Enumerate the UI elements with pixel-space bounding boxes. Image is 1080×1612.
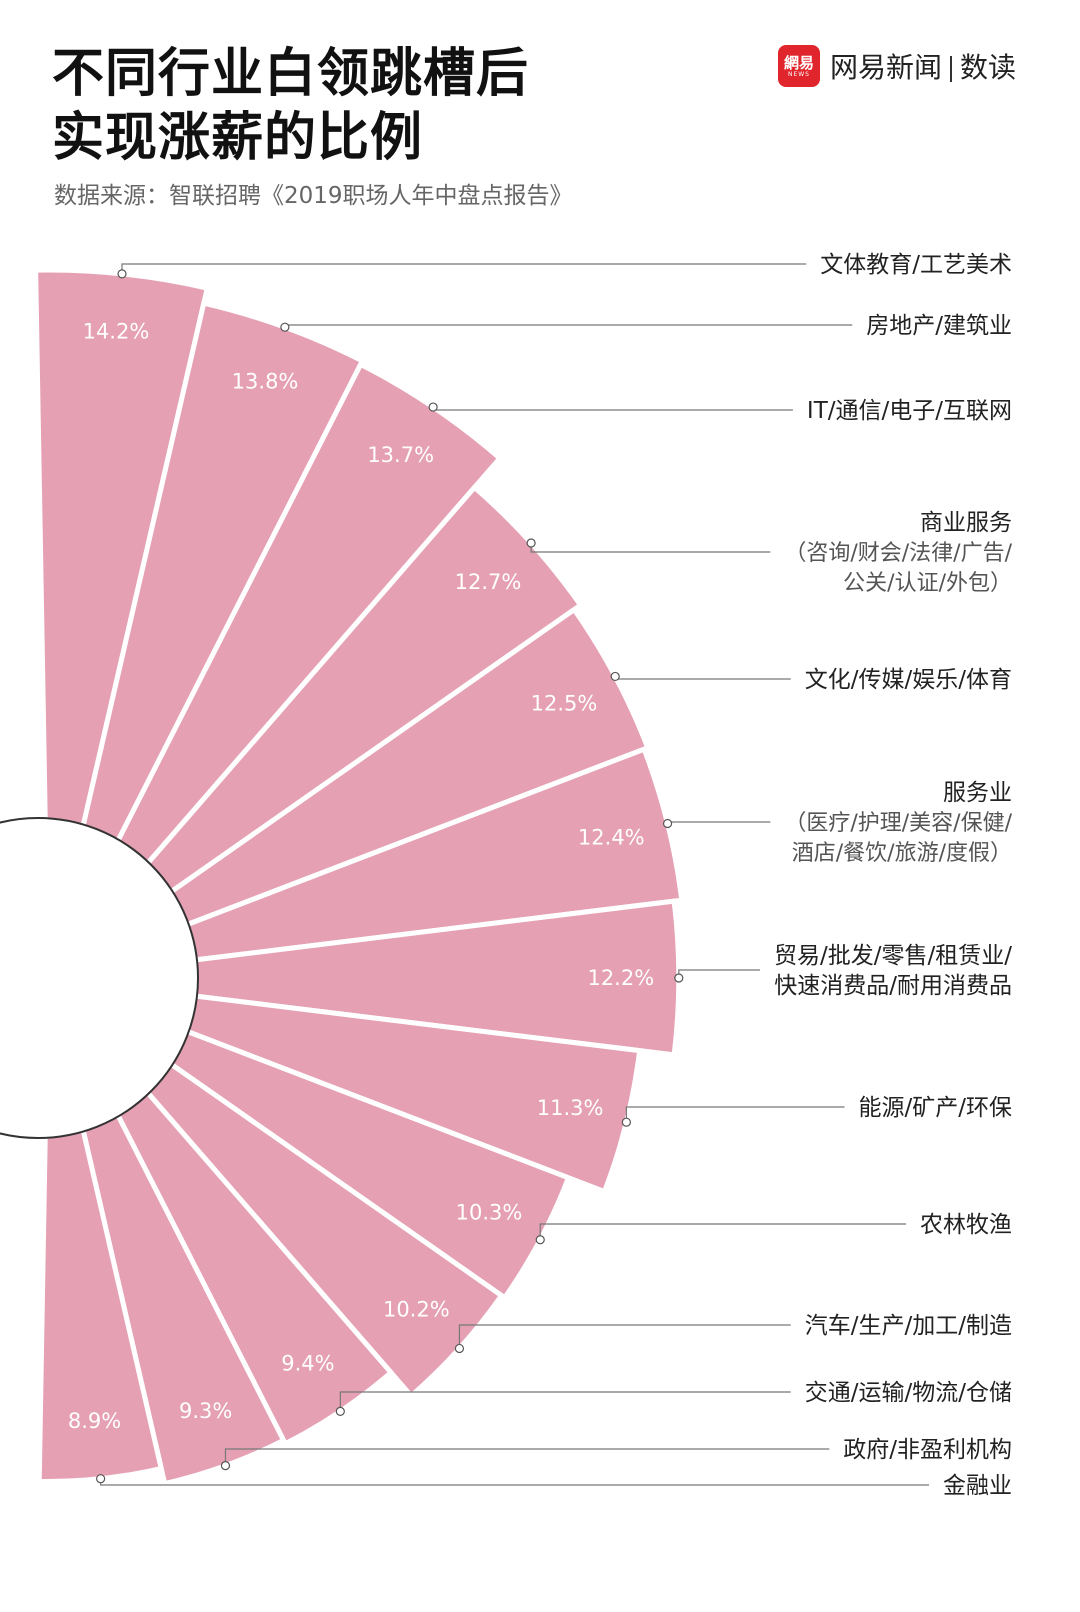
brand-name-text: 网易新闻 [829, 51, 942, 84]
leader-dot [662, 818, 673, 829]
leader-line [339, 1391, 791, 1412]
leader-dot [535, 1235, 545, 1245]
title-line-1: 不同行业白领跳槽后 [52, 44, 530, 104]
value-label: 10.2% [383, 1298, 450, 1322]
leader-line [678, 969, 760, 978]
value-label: 10.3% [456, 1200, 523, 1224]
netease-news-logo-icon: 網易 NEWS [777, 45, 820, 87]
brand-name: 网易新闻 数读 [830, 46, 1016, 86]
brand: 網易 NEWS 网易新闻 数读 [777, 44, 1016, 88]
leader-dot [526, 538, 536, 548]
value-label: 8.9% [68, 1409, 121, 1433]
value-label: 13.7% [367, 443, 434, 467]
bar-6 [157, 745, 685, 967]
bar-13 [36, 1092, 165, 1484]
bar-3 [99, 360, 504, 891]
category-label: 酒店/餐饮/旅游/度假） [792, 841, 1012, 866]
category-label: IT/通信/电子/互联网 [807, 398, 1012, 424]
center-hole [0, 817, 199, 1139]
value-label: 11.3% [537, 1096, 604, 1120]
category-label: 能源/矿产/环保 [859, 1095, 1013, 1121]
bar-7 [164, 898, 682, 1058]
leader-line [224, 1448, 830, 1466]
category-label: 农林牧渔 [920, 1212, 1012, 1238]
leader-line [625, 1106, 845, 1123]
leader-line [432, 407, 793, 411]
leader-dot [610, 671, 620, 682]
value-label: 9.4% [281, 1351, 334, 1375]
leader-line [539, 1223, 906, 1240]
bar-9 [143, 1017, 572, 1302]
category-label: 房地产/建筑业 [866, 313, 1012, 339]
leader-line [666, 821, 771, 824]
bars-group [33, 267, 685, 1487]
leader-dot [674, 973, 684, 983]
leader-line [458, 1324, 791, 1349]
value-label: 9.3% [179, 1399, 232, 1423]
leader-dot [280, 322, 290, 332]
bar-5 [143, 606, 651, 939]
category-label: 交通/运输/物流/仓储 [805, 1380, 1012, 1406]
value-label: 12.2% [587, 966, 654, 990]
data-source: 数据来源：智联招聘《2019职场人年中盘点报告》 [54, 183, 573, 209]
leader-line [121, 263, 807, 274]
brand-section: 数读 [959, 51, 1016, 84]
category-label: 文化/传媒/娱乐/体育 [805, 667, 1012, 693]
leader-lines-group [96, 263, 929, 1486]
category-label: 服务业 [943, 780, 1012, 806]
bar-4 [123, 483, 585, 913]
value-label: 12.4% [578, 826, 645, 850]
logo-sub-text: NEWS [787, 70, 810, 78]
leader-line [100, 1478, 929, 1486]
value-labels-group: 14.2% 13.8% 13.7% 12.7% 12.5% 12.4% 12.2% 11.3%… [68, 320, 654, 1433]
bar-1 [33, 267, 211, 864]
leader-line [614, 676, 791, 680]
category-label: 商业服务 [920, 510, 1012, 536]
value-label: 12.5% [531, 692, 598, 716]
value-label: 12.7% [455, 570, 522, 594]
title-line-2: 实现涨薪的比例 [52, 108, 424, 168]
value-label: 13.8% [232, 370, 299, 394]
leader-dot [454, 1343, 465, 1354]
category-label: （医疗/护理/美容/保健/ [784, 811, 1012, 836]
logo-text: 網易 [783, 53, 814, 72]
leader-dot [96, 1474, 106, 1484]
category-label: 文体教育/工艺美术 [820, 252, 1012, 278]
value-label: 14.2% [83, 320, 150, 344]
category-label: 政府/非盈利机构 [843, 1437, 1012, 1463]
leader-dot [621, 1117, 631, 1127]
leader-dot [220, 1461, 231, 1471]
chart-title: 不同行业白领跳槽后 实现涨薪的比例 [52, 42, 692, 170]
bar-2 [72, 300, 366, 875]
bar-11 [99, 1065, 395, 1448]
category-label: 快速消费品/耐用消费品 [774, 973, 1012, 999]
category-label: （咨询/财会/法律/广告/ [784, 541, 1012, 566]
leader-line [284, 324, 853, 328]
brand-separator [949, 56, 952, 82]
leader-dot [335, 1406, 345, 1416]
category-label: 汽车/生产/加工/制造 [805, 1313, 1012, 1339]
category-label: 公关/认证/外包） [843, 571, 1012, 596]
leader-line [530, 542, 771, 553]
leader-dot [117, 269, 127, 279]
category-label: 贸易/批发/零售/租赁业/ [774, 943, 1012, 969]
category-label: 金融业 [943, 1473, 1012, 1499]
bar-8 [157, 989, 643, 1195]
bar-10 [123, 1043, 505, 1400]
bar-12 [72, 1081, 287, 1487]
leader-dot [428, 402, 438, 412]
